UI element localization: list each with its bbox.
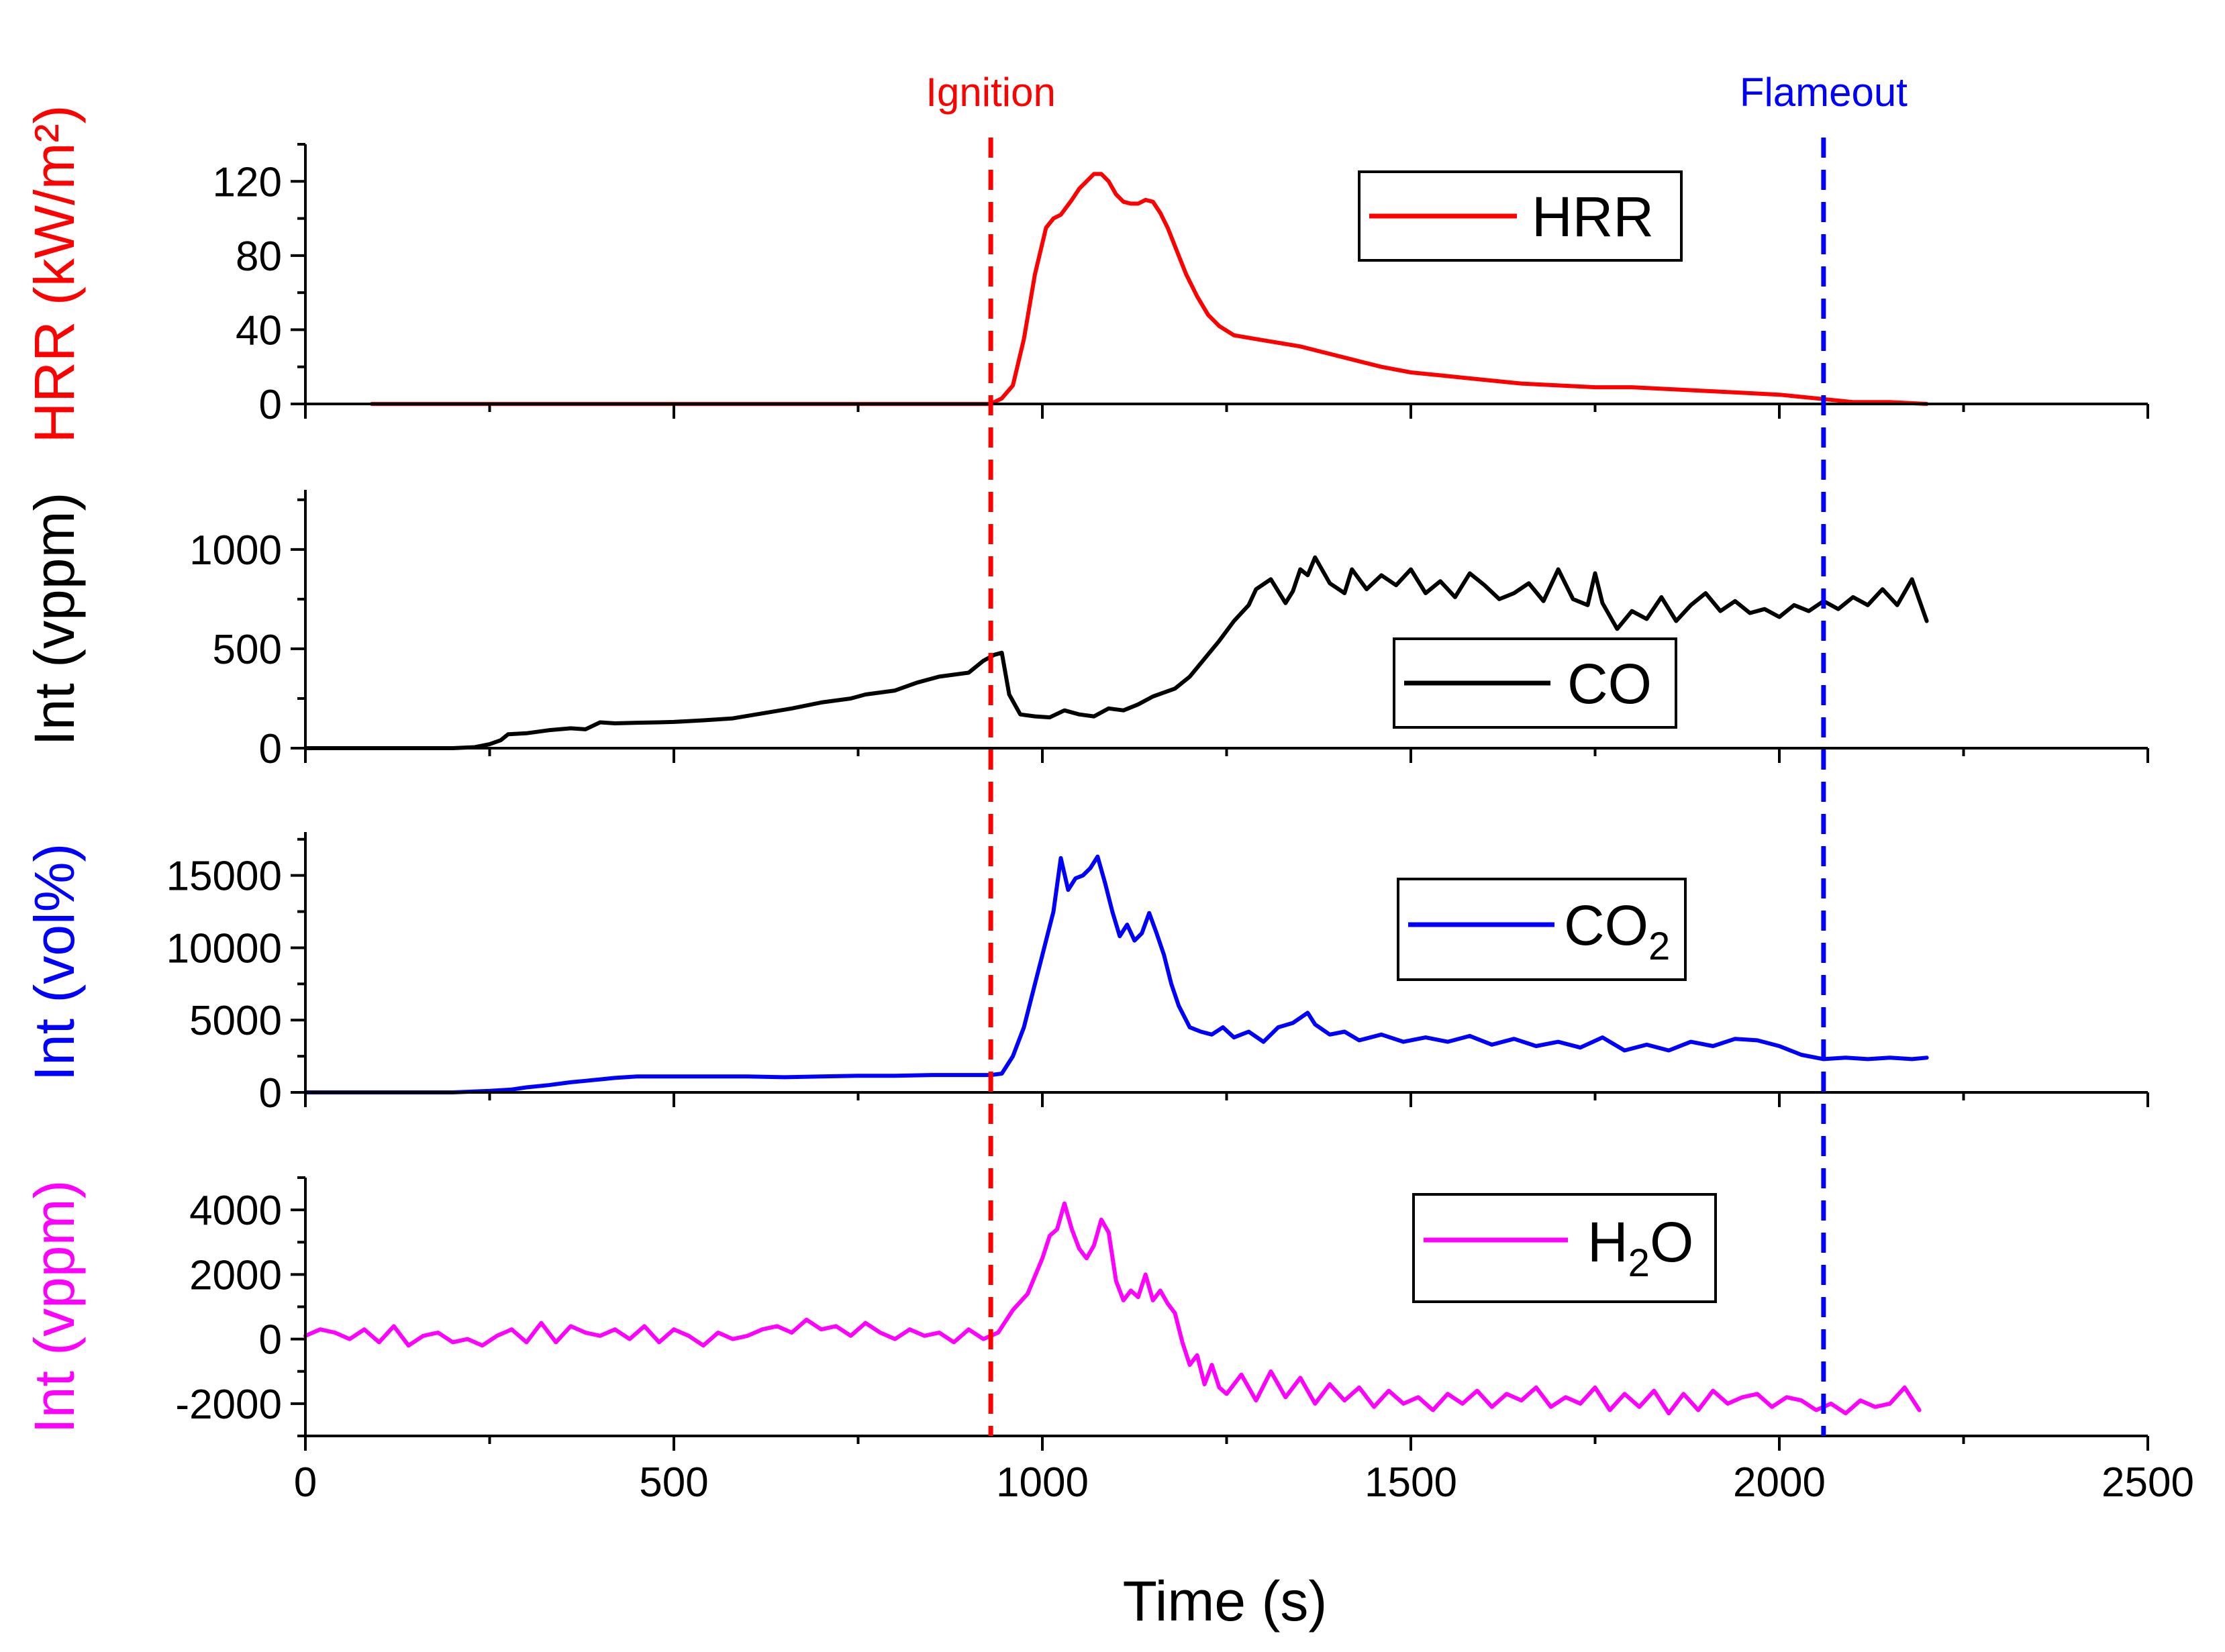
- legend-hrr-label: HRR: [1532, 185, 1654, 248]
- y-tick-label-co2: 5000: [189, 998, 282, 1044]
- y-tick-label-hrr: 0: [259, 382, 282, 428]
- series-line-hrr: [369, 172, 1929, 406]
- y-axis-title-hrr: HRR (kW/m²): [23, 105, 86, 444]
- y-tick-label-hrr: 120: [213, 159, 282, 205]
- series-line-co2: [303, 854, 1929, 1094]
- event-label-ignition: Ignition: [926, 70, 1055, 115]
- legend-h2o-subscript: 2: [1628, 1241, 1650, 1285]
- y-tick-label-h2o: -2000: [175, 1382, 282, 1428]
- y-tick-label-hrr: 40: [236, 307, 282, 354]
- legend-co2-subscript: 2: [1648, 925, 1670, 968]
- x-tick-label: 1500: [1365, 1459, 1457, 1506]
- panel-h2o: -2000 0 2000 4000 Int (vppm): [23, 1176, 2149, 1451]
- legend-co2: CO2: [1397, 878, 1687, 981]
- series-line-co: [303, 555, 1929, 750]
- series-line-h2o: [303, 1201, 1922, 1416]
- y-tick-label-co2: 10000: [166, 925, 282, 972]
- panel-co2: 0 5000 10000 15000 Int (vol%): [23, 832, 2149, 1117]
- legend-co: CO: [1393, 637, 1677, 729]
- y-axis-title-co2: Int (vol%): [23, 843, 86, 1082]
- x-tick-label: 500: [639, 1459, 708, 1506]
- x-axis-title: Time (s): [1123, 1569, 1328, 1633]
- x-tick-label: 1000: [996, 1459, 1089, 1506]
- legend-co2-label: CO2: [1564, 894, 1670, 968]
- y-tick-label-co2: 15000: [166, 854, 282, 900]
- y-tick-label-co: 1000: [189, 527, 282, 574]
- y-tick-label-co2: 0: [259, 1070, 282, 1117]
- x-tick-label: 2000: [1733, 1459, 1826, 1506]
- y-tick-label-hrr: 80: [236, 234, 282, 280]
- y-tick-label-h2o: 0: [259, 1317, 282, 1363]
- y-tick-label-h2o: 4000: [189, 1188, 282, 1234]
- legend-co-label: CO: [1567, 652, 1652, 715]
- legend-hrr: HRR: [1358, 170, 1683, 262]
- x-tick-label: 2500: [2102, 1459, 2194, 1506]
- y-tick-label-h2o: 2000: [189, 1252, 282, 1298]
- x-tick-label: 0: [294, 1459, 317, 1506]
- y-axis-title-co: Int (vppm): [23, 492, 86, 745]
- panel-co: 0 500 1000 Int (vppm): [23, 490, 2149, 772]
- y-tick-label-co: 0: [259, 726, 282, 772]
- legend-h2o: H2O: [1412, 1193, 1717, 1303]
- event-label-flameout: Flameout: [1740, 70, 1908, 115]
- legend-h2o-label: H2O: [1587, 1210, 1693, 1285]
- y-axis-title-h2o: Int (vppm): [23, 1180, 86, 1433]
- panel-hrr: 0 40 80 120 HRR (kW/m²): [23, 105, 2149, 444]
- y-tick-label-co: 500: [213, 627, 282, 673]
